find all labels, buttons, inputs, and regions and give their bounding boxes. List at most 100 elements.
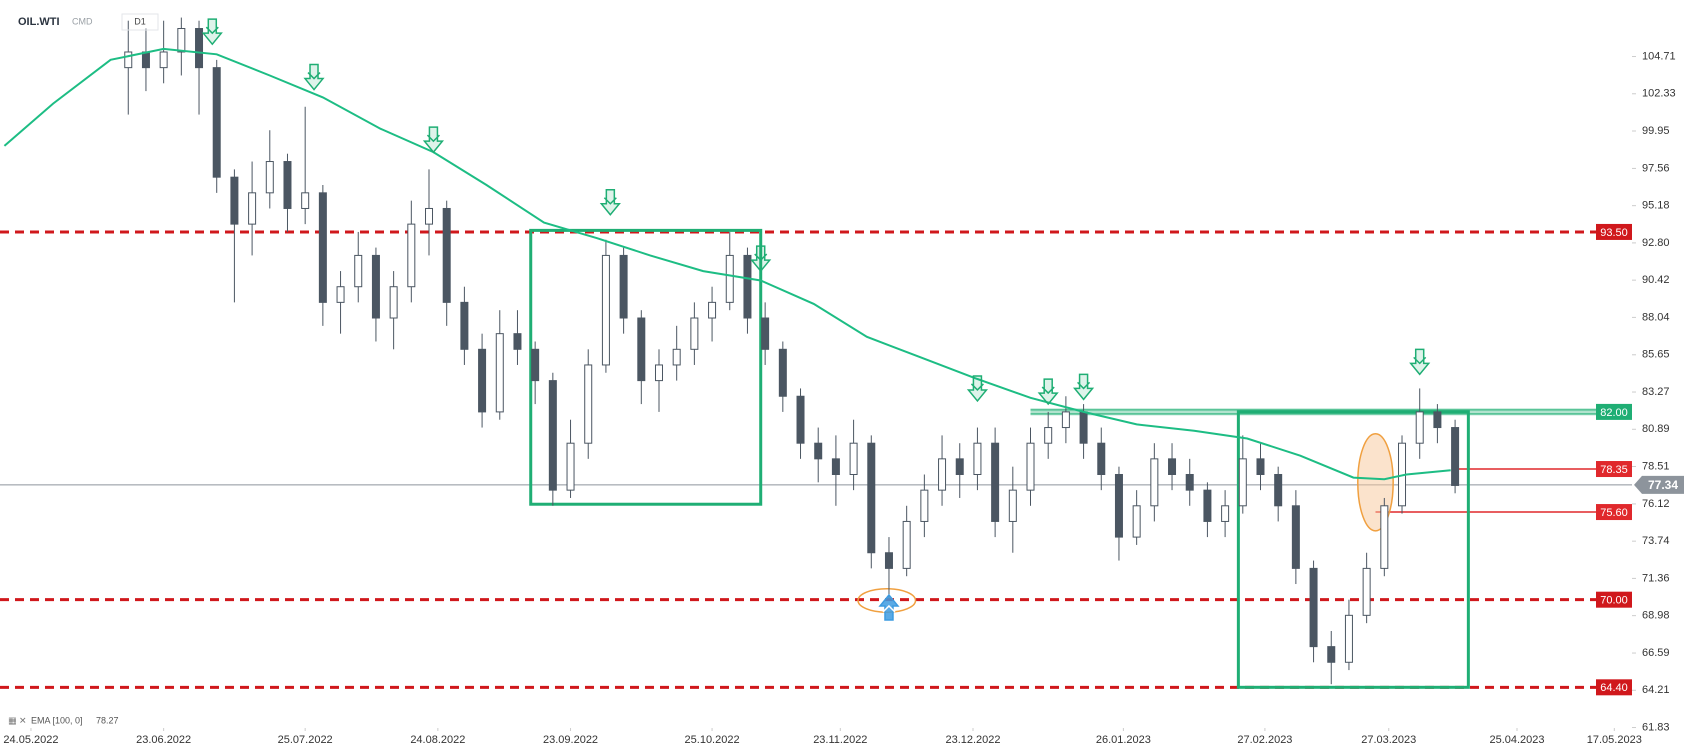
indicator-icon: ▦ ✕ — [8, 715, 27, 725]
y-tick-label: 73.74 — [1642, 535, 1670, 547]
price-tag-label: 77.34 — [1648, 478, 1678, 492]
instrument-name: OIL.WTI — [18, 16, 60, 28]
candle-body — [442, 207, 451, 303]
candle-body — [1274, 473, 1283, 507]
level-tag-label: 82.00 — [1600, 407, 1628, 419]
signal-arrow-chevron — [426, 134, 440, 143]
timeframe-box[interactable] — [121, 13, 159, 31]
y-tick-label: 102.33 — [1642, 88, 1676, 100]
candle-body — [425, 207, 434, 225]
candle-body — [531, 348, 540, 382]
candle-body — [619, 254, 628, 319]
x-tick-label: 23.06.2022 — [136, 734, 191, 746]
candle-body — [1044, 427, 1053, 444]
candle-body — [460, 301, 469, 350]
candle-body — [1433, 411, 1442, 429]
candle-body — [566, 442, 575, 491]
candle-body — [1238, 458, 1247, 507]
level-tag-label: 70.00 — [1600, 595, 1628, 607]
x-tick-label: 25.04.2023 — [1489, 734, 1544, 746]
candle-body — [1097, 442, 1106, 475]
x-tick-label: 27.03.2023 — [1361, 734, 1416, 746]
candle-body — [478, 348, 487, 413]
candle-body — [743, 254, 752, 319]
candle-body — [283, 161, 292, 209]
candle-body — [1344, 614, 1353, 663]
candle-body — [495, 333, 504, 413]
signal-arrow-chevron — [1041, 386, 1055, 395]
signal-arrow-chevron — [205, 26, 219, 35]
candle-body — [690, 317, 699, 350]
level-tag — [1596, 679, 1632, 696]
y-tick-label: 68.98 — [1642, 610, 1670, 622]
candle-body — [1061, 411, 1070, 429]
signal-arrow-chevron — [1077, 381, 1091, 390]
level-tag-label: 78.35 — [1600, 464, 1628, 476]
x-tick-label: 24.08.2022 — [410, 734, 465, 746]
y-tick-label: 80.89 — [1642, 423, 1670, 435]
zone — [529, 228, 763, 506]
candle-body — [938, 458, 947, 491]
y-tick-label: 85.65 — [1642, 349, 1670, 361]
signal-arrow-chevron — [970, 383, 984, 392]
candle-body — [513, 333, 522, 350]
price-tag — [1634, 475, 1684, 494]
level-tag — [1596, 504, 1632, 521]
timeframe[interactable]: D1 — [134, 16, 146, 26]
candle-body — [389, 286, 398, 319]
level-tag-label: 93.50 — [1600, 227, 1628, 239]
candle-body — [1451, 427, 1460, 486]
candle-body — [1079, 411, 1088, 444]
signal-arrow — [201, 18, 223, 46]
x-tick-label: 26.01.2023 — [1096, 734, 1151, 746]
signal-arrow-chevron — [882, 604, 896, 613]
y-tick-label: 64.21 — [1642, 684, 1670, 696]
signal-arrow — [599, 188, 621, 216]
y-tick-label: 99.95 — [1642, 125, 1670, 137]
ema-label: EMA [100, 0] — [31, 715, 83, 725]
candle-body — [371, 254, 380, 319]
x-tick-label: 17.05.2023 — [1587, 734, 1642, 746]
candle-body — [407, 223, 416, 288]
x-tick-label: 25.10.2022 — [685, 734, 740, 746]
x-tick-label: 25.07.2022 — [278, 734, 333, 746]
candle-body — [1008, 489, 1017, 522]
candle-body — [301, 192, 310, 209]
candle-body — [902, 520, 911, 569]
candle-body — [725, 254, 734, 303]
candle-body — [637, 317, 646, 382]
candle-body — [159, 51, 168, 69]
ema-line — [3, 47, 1451, 481]
signal-arrow — [1072, 373, 1095, 401]
level-tag — [1596, 223, 1632, 240]
y-tick-label: 83.27 — [1642, 386, 1670, 398]
candle-body — [1114, 473, 1123, 538]
x-tick-label: 24.05.2022 — [3, 734, 58, 746]
candle-body — [336, 286, 345, 303]
signal-arrow — [1409, 348, 1431, 376]
candle-body — [1221, 505, 1230, 522]
signal-arrow — [878, 593, 900, 621]
candle-body — [991, 442, 1000, 522]
zone — [1236, 410, 1470, 689]
candle-body — [1327, 646, 1336, 663]
level-tag — [1596, 403, 1632, 420]
y-tick-label: 90.42 — [1642, 274, 1670, 286]
ema-value: 78.27 — [96, 715, 119, 725]
y-tick-label: 71.36 — [1642, 572, 1670, 584]
signal-arrow — [1037, 378, 1059, 406]
signal-arrow-chevron — [603, 197, 617, 205]
signal-arrow-chevron — [754, 253, 768, 262]
signal-arrow-chevron — [307, 72, 321, 80]
level-tag — [1596, 591, 1632, 608]
candle-body — [1362, 567, 1371, 616]
candle-body — [248, 192, 257, 225]
candle-body — [708, 301, 717, 319]
candle-body — [867, 442, 876, 554]
candle-body — [1026, 442, 1035, 491]
candle-body — [1415, 411, 1424, 444]
y-tick-label: 97.56 — [1642, 162, 1670, 174]
y-tick-label: 78.51 — [1642, 460, 1670, 472]
